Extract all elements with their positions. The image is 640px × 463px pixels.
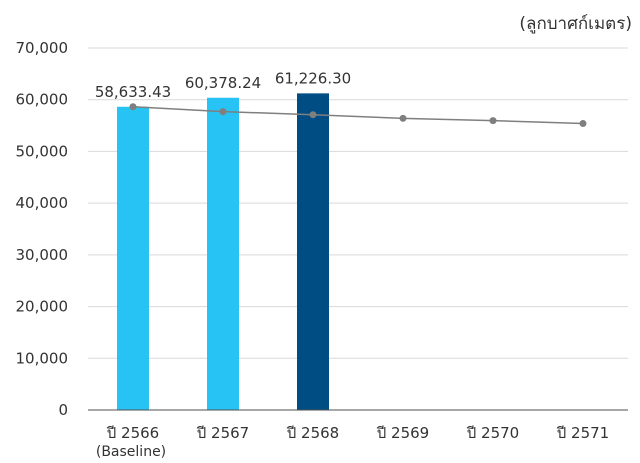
trend-point [580, 120, 587, 127]
y-tick-label: 30,000 [16, 246, 69, 264]
x-tick-label: ปี 2566 [106, 424, 159, 442]
x-tick-label: ปี 2571 [556, 424, 609, 442]
y-tick-label: 0 [58, 401, 68, 419]
bar [297, 93, 329, 410]
bars [117, 93, 329, 410]
bar-data-label: 61,226.30 [275, 69, 351, 87]
x-tick-label: ปี 2568 [286, 424, 339, 442]
y-tick-label: 60,000 [16, 91, 69, 109]
trend-point [400, 115, 407, 122]
y-tick-label: 10,000 [16, 349, 69, 367]
x-tick-sublabel: (Baseline) [96, 444, 166, 460]
bar-data-label: 58,633.43 [95, 83, 171, 101]
trend-point [220, 108, 227, 115]
trend-point [490, 117, 497, 124]
trend-point [310, 111, 317, 118]
bar [117, 107, 149, 410]
trend-line [130, 103, 587, 127]
x-tick-label: ปี 2567 [196, 424, 249, 442]
x-tick-label: ปี 2569 [376, 424, 429, 442]
y-tick-label: 20,000 [16, 298, 69, 316]
trend-point [130, 103, 137, 110]
y-tick-label: 70,000 [16, 39, 69, 57]
bar [207, 98, 239, 410]
bar-data-label: 60,378.24 [185, 74, 261, 92]
y-tick-label: 40,000 [16, 194, 69, 212]
trend-line-path [133, 107, 583, 124]
y-tick-label: 50,000 [16, 142, 69, 160]
x-tick-label: ปี 2570 [466, 424, 519, 442]
